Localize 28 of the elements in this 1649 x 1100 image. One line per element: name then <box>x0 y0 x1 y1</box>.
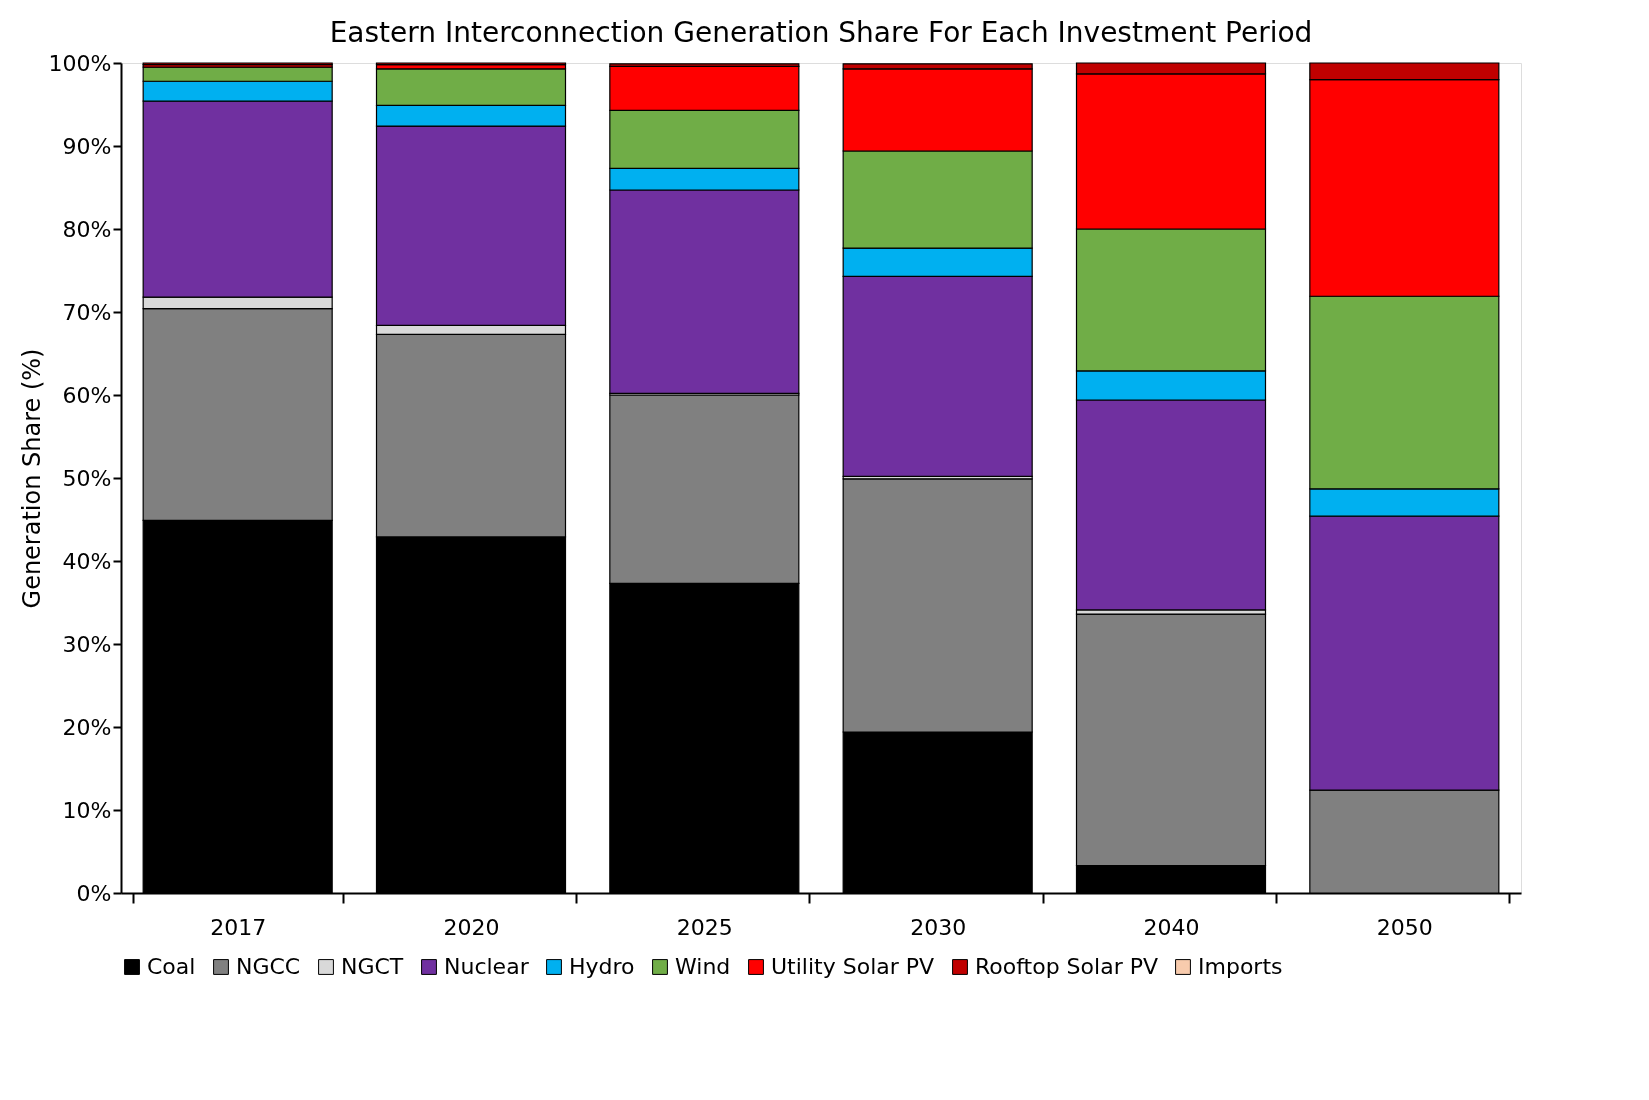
legend-label: Rooftop Solar PV <box>975 954 1158 979</box>
y-axis-title: Generation Share (%) <box>17 348 46 609</box>
y-tick-label: 50% <box>62 465 112 491</box>
y-tick-label: 30% <box>62 631 112 657</box>
y-tick-label: 90% <box>62 133 112 159</box>
y-tick-label: 40% <box>62 548 112 574</box>
y-tick-label: 0% <box>76 880 112 906</box>
legend-label: Imports <box>1198 954 1283 979</box>
x-tick-label: 2050 <box>1376 914 1433 940</box>
legend-label: Utility Solar PV <box>771 954 935 979</box>
legend-label: NGCC <box>236 954 301 979</box>
x-tick-label: 2040 <box>1143 914 1200 940</box>
chart-title: Eastern Interconnection Generation Share For Each Investment Period <box>329 16 1313 49</box>
legend-label: Hydro <box>569 954 635 979</box>
legend-label: Coal <box>147 954 196 979</box>
y-tick-label: 100% <box>48 50 112 76</box>
y-tick-label: 80% <box>62 216 112 242</box>
y-tick-label: 10% <box>62 797 112 823</box>
y-tick-label: 70% <box>62 299 112 325</box>
legend-label: Wind <box>675 954 731 979</box>
x-tick-label: 2030 <box>910 914 967 940</box>
x-tick-label: 2017 <box>210 914 267 940</box>
legend-label: NGCT <box>341 954 404 979</box>
x-tick-label: 2025 <box>676 914 733 940</box>
y-tick-label: 20% <box>62 714 112 740</box>
y-tick-label: 60% <box>62 382 112 408</box>
x-tick-label: 2020 <box>443 914 500 940</box>
legend-label: Nuclear <box>444 954 530 979</box>
